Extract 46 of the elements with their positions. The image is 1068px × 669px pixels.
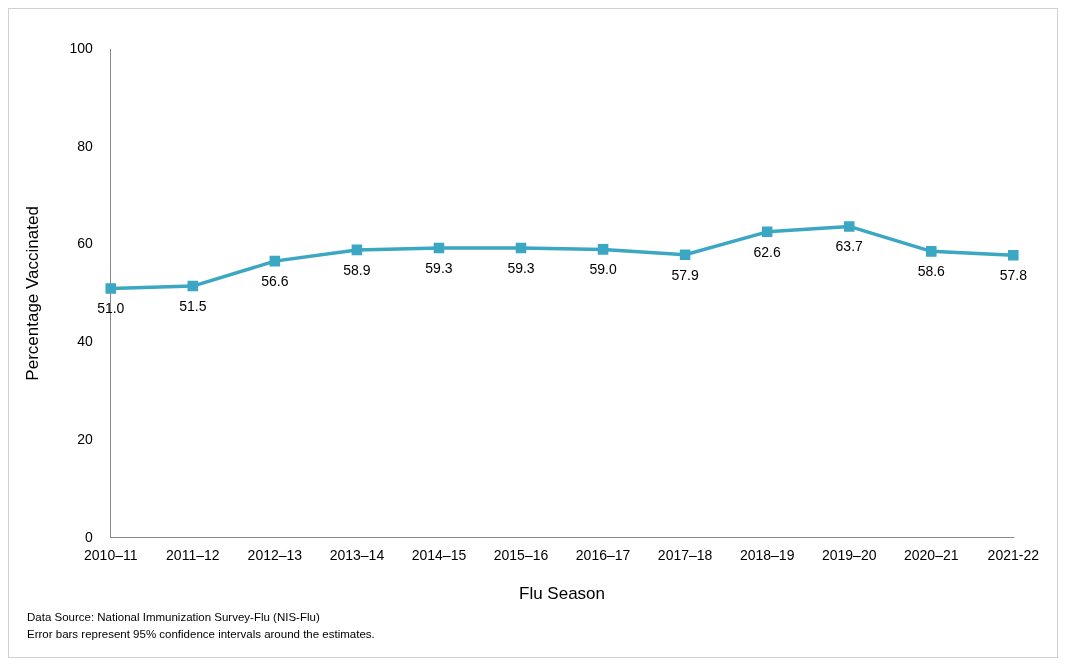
point — [597, 244, 609, 255]
text: Error bars represent 95% confidence intervals around the estimates. — [27, 627, 376, 642]
source-note: Data Source: National Immunization Survey-Flu (NIS-Flu) — [27, 610, 321, 625]
y-tick-label: 80 — [77, 137, 93, 154]
data-label: 58.6 — [917, 263, 946, 280]
y-axis-title: Percentage Vaccinated — [22, 206, 42, 381]
point — [1008, 249, 1019, 261]
x-tick-label: 2019–20 — [821, 547, 877, 564]
point — [433, 242, 445, 254]
point — [925, 246, 937, 257]
data-label: 63.7 — [835, 238, 864, 255]
data-label: 59.3 — [507, 259, 535, 276]
x-tick-label: 2014–15 — [411, 547, 467, 564]
point — [105, 283, 117, 294]
point — [679, 249, 691, 261]
x-tick-label: 2016–17 — [575, 547, 631, 564]
data-label: 58.9 — [343, 261, 371, 278]
x-tick-label: 2021-22 — [987, 547, 1040, 564]
x-tick-label: 2012–13 — [247, 547, 303, 564]
x-axis-title: Flu Season — [519, 584, 606, 604]
x-tick-label: 2020–21 — [904, 547, 959, 564]
x-tick-label: 2010–11 — [84, 547, 138, 564]
x-tick-label: 2013–14 — [329, 547, 385, 564]
point — [351, 244, 363, 256]
x-tick-label: 2011–12 — [166, 547, 220, 564]
x-tick-label: 2018–19 — [739, 547, 795, 564]
data-label: 59.0 — [589, 261, 617, 278]
point — [843, 221, 855, 232]
y-tick-label: 20 — [77, 430, 93, 447]
point — [269, 255, 281, 267]
x-tick-label: 2017–18 — [657, 547, 713, 564]
data-label: 62.6 — [753, 243, 781, 260]
data-label: 51.5 — [179, 297, 207, 314]
data-label: 56.6 — [261, 273, 289, 289]
data-label: 57.8 — [999, 267, 1028, 284]
point — [515, 242, 527, 254]
point — [761, 226, 773, 238]
data-label: 57.9 — [671, 266, 699, 283]
data-label: 59.3 — [425, 259, 453, 276]
y-tick-label: 60 — [77, 235, 93, 252]
y-tick-label: 0 — [84, 528, 93, 545]
y-tick-label: 100 — [69, 39, 93, 56]
data-label: 51.0 — [97, 300, 125, 317]
point — [187, 280, 199, 292]
x-tick-label: 2015–16 — [493, 547, 549, 564]
y-tick-label: 40 — [77, 333, 93, 350]
